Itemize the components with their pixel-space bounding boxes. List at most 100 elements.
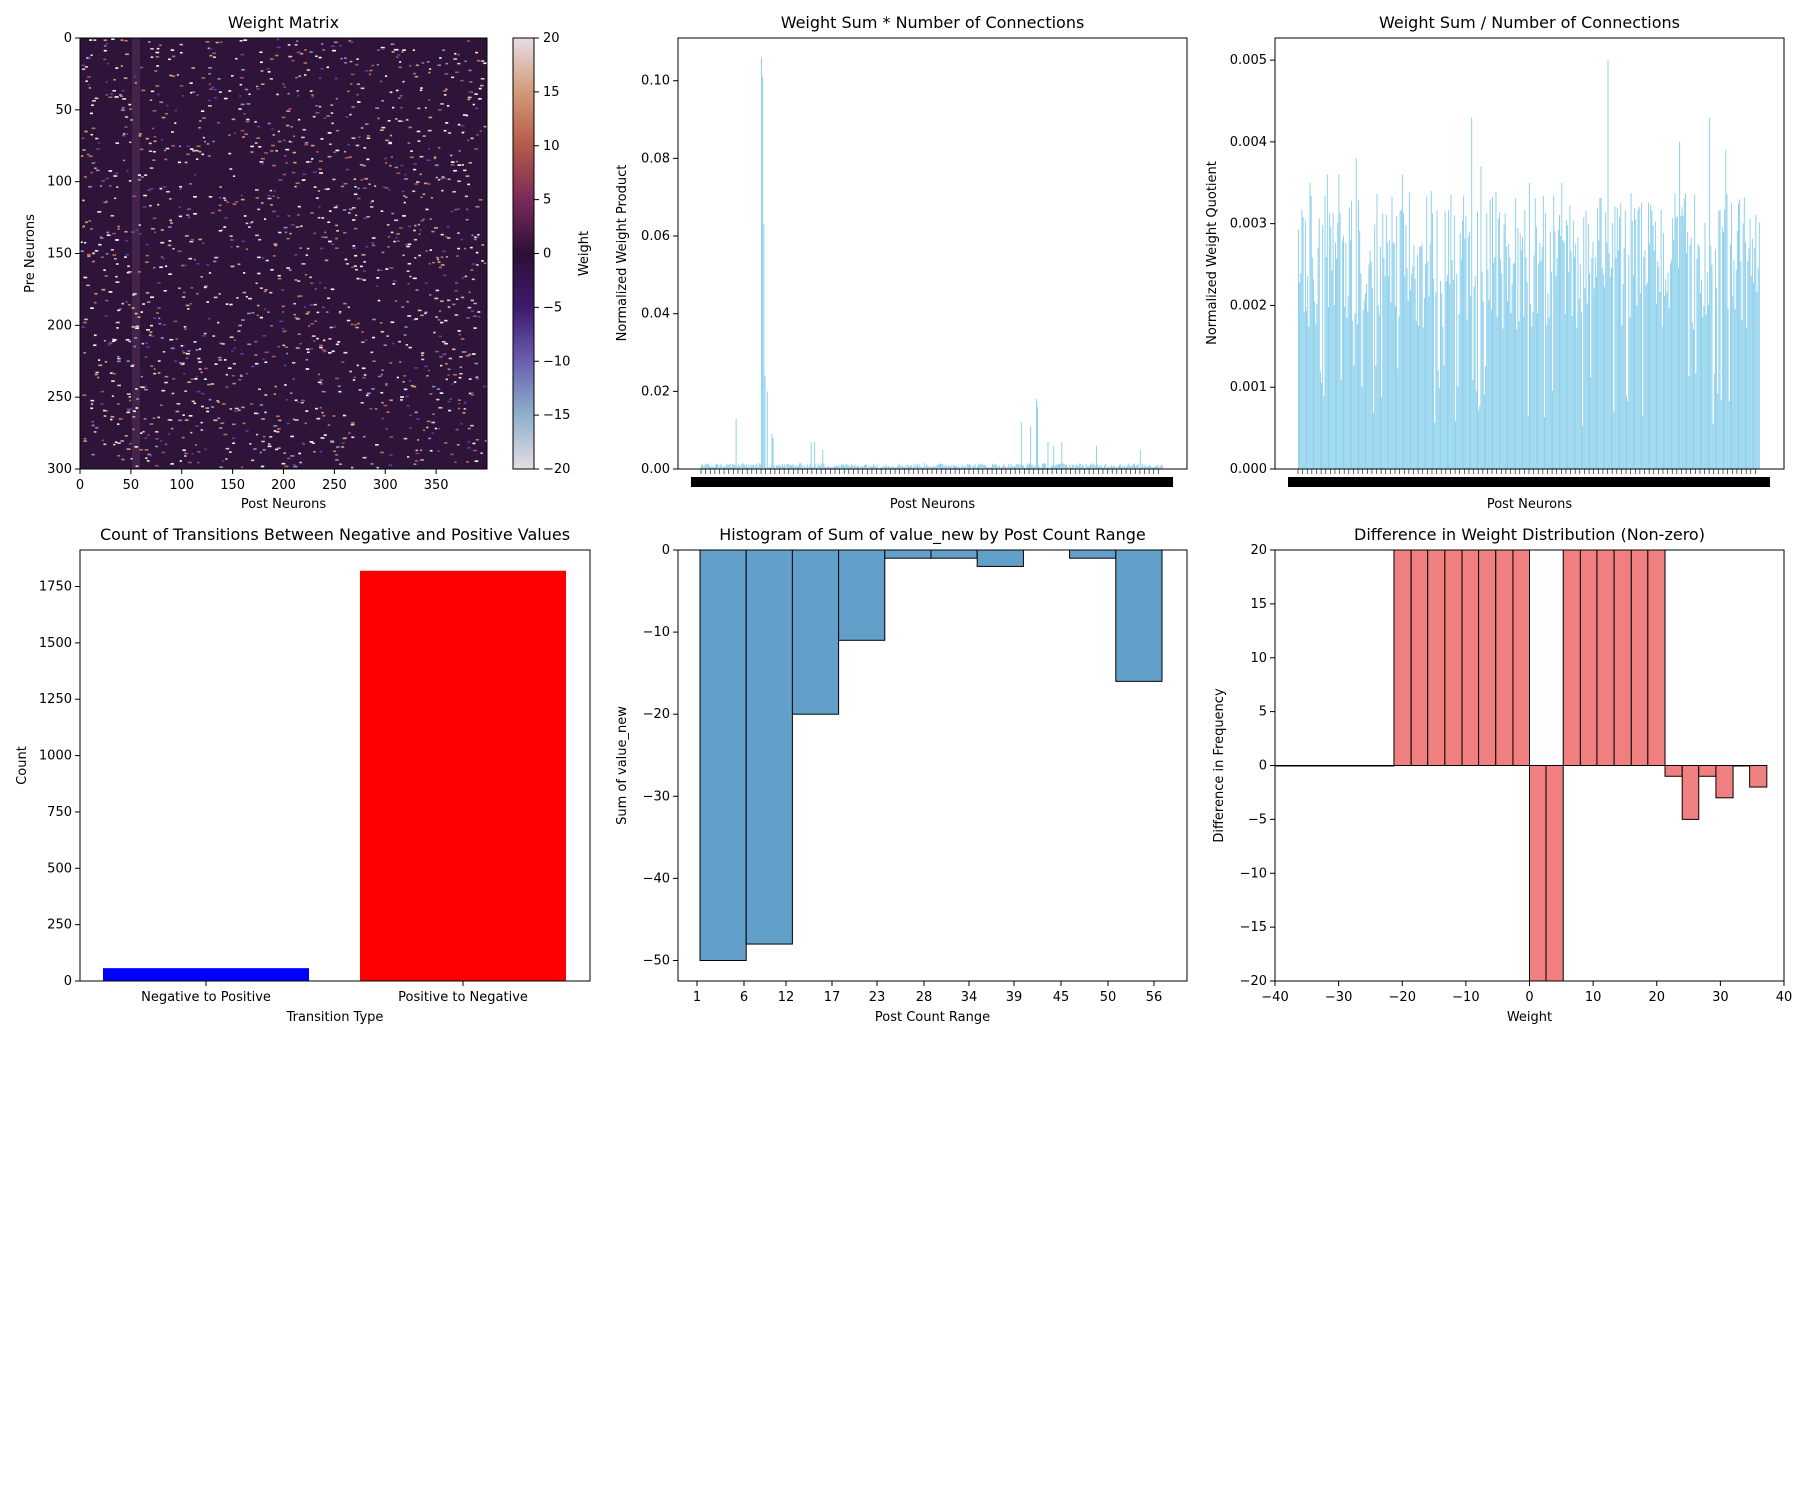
heatmap-cell bbox=[193, 212, 197, 215]
heatmap-cell bbox=[288, 108, 292, 110]
quotient-bar bbox=[1317, 248, 1319, 469]
weight-diff-bar bbox=[1325, 765, 1344, 767]
product-bar bbox=[1115, 466, 1117, 469]
product-bar bbox=[855, 466, 857, 469]
product-bar bbox=[1099, 466, 1101, 469]
heatmap-cell bbox=[284, 154, 287, 157]
product-bar bbox=[925, 467, 926, 469]
heatmap-cell bbox=[441, 176, 445, 178]
product-bar bbox=[1113, 465, 1115, 469]
heatmap-cell bbox=[421, 62, 425, 64]
product-bar bbox=[884, 466, 886, 469]
quotient-bar bbox=[1595, 276, 1597, 469]
colorbar-tick-label: 5 bbox=[543, 193, 551, 208]
heatmap-cell bbox=[438, 310, 442, 313]
heatmap-cell bbox=[293, 465, 298, 468]
heatmap-cell bbox=[204, 448, 207, 450]
heatmap-cell bbox=[103, 339, 106, 342]
quotient-bar bbox=[1638, 207, 1640, 469]
heatmap-cell bbox=[174, 109, 178, 112]
heatmap-cell bbox=[362, 376, 366, 379]
product-bar bbox=[802, 467, 804, 469]
product-bar bbox=[1048, 467, 1050, 469]
heatmap-cell bbox=[431, 230, 435, 233]
quotient-bar bbox=[1659, 292, 1661, 469]
quotient-bar bbox=[1572, 220, 1574, 469]
heatmap-cell bbox=[145, 457, 148, 460]
heatmap-cell bbox=[402, 80, 405, 83]
heatmap-cell bbox=[184, 161, 188, 164]
quotient-bar bbox=[1440, 280, 1441, 469]
heatmap-cell bbox=[93, 334, 97, 337]
heatmap-cell bbox=[317, 216, 321, 219]
heatmap-cell bbox=[452, 348, 456, 351]
heatmap-cell bbox=[402, 215, 406, 217]
heatmap-cell bbox=[349, 60, 353, 63]
product-bar bbox=[988, 466, 990, 469]
product-bar bbox=[763, 224, 765, 469]
weight-diff-bar bbox=[1342, 765, 1361, 767]
product-bar bbox=[1131, 465, 1133, 469]
product-bar bbox=[1032, 465, 1034, 469]
heatmap-cell bbox=[437, 64, 441, 67]
heatmap-x-tick-label: 50 bbox=[123, 478, 140, 493]
heatmap-cell bbox=[304, 143, 309, 146]
quotient-bar bbox=[1467, 237, 1469, 469]
heatmap-cell bbox=[112, 89, 116, 92]
quotient-bar bbox=[1306, 310, 1308, 469]
quotient-bar bbox=[1336, 258, 1338, 469]
heatmap-cell bbox=[349, 41, 354, 43]
heatmap-cell bbox=[422, 218, 425, 221]
product-bar bbox=[1092, 463, 1094, 469]
weight-diff-x-tick-label: 0 bbox=[1525, 990, 1533, 1005]
product-bar bbox=[938, 463, 940, 469]
quotient-bar bbox=[1324, 195, 1326, 469]
quotient-bar bbox=[1316, 303, 1318, 469]
heatmap-cell bbox=[467, 427, 471, 430]
heatmap-cell bbox=[323, 117, 327, 120]
heatmap-cell bbox=[305, 312, 309, 315]
heatmap-cell bbox=[237, 330, 241, 332]
heatmap-cell bbox=[343, 302, 347, 305]
value-new-x-tick-label: 6 bbox=[740, 990, 748, 1005]
quotient-bar bbox=[1622, 284, 1624, 469]
heatmap-cell bbox=[326, 66, 330, 69]
heatmap-cell bbox=[405, 119, 409, 121]
heatmap-cell bbox=[184, 419, 189, 421]
heatmap-cell bbox=[380, 48, 385, 50]
heatmap-cell bbox=[179, 188, 182, 190]
heatmap-cell bbox=[338, 310, 342, 313]
product-bar bbox=[995, 464, 997, 469]
quotient-bar bbox=[1418, 325, 1420, 469]
quotient-bar bbox=[1308, 326, 1310, 469]
quotient-bar bbox=[1636, 305, 1638, 469]
heatmap-cell bbox=[169, 338, 174, 341]
heatmap-cell bbox=[256, 412, 260, 415]
heatmap-cell bbox=[266, 68, 270, 70]
product-bar bbox=[779, 466, 781, 469]
heatmap-cell bbox=[115, 281, 120, 283]
product-bar bbox=[1052, 465, 1054, 469]
heatmap-cell bbox=[415, 289, 419, 291]
product-bar bbox=[863, 465, 865, 469]
quotient-bar bbox=[1441, 293, 1443, 469]
heatmap-cell bbox=[316, 311, 320, 314]
product-bar bbox=[854, 464, 856, 469]
heatmap-cell bbox=[276, 46, 281, 49]
heatmap-cell bbox=[283, 226, 288, 229]
quotient-bar bbox=[1412, 266, 1414, 469]
product-bar bbox=[841, 464, 843, 469]
heatmap-cell bbox=[284, 384, 287, 386]
heatmap-cell bbox=[185, 304, 190, 307]
heatmap-cell bbox=[170, 222, 173, 224]
quotient-bar bbox=[1459, 232, 1461, 469]
heatmap-x-tick-label: 0 bbox=[76, 478, 84, 493]
quotient-bar bbox=[1489, 199, 1491, 469]
heatmap-cell bbox=[90, 171, 94, 174]
heatmap-cell bbox=[297, 280, 301, 282]
heatmap-cell bbox=[380, 269, 383, 272]
quotient-bar bbox=[1408, 192, 1410, 469]
product-bar bbox=[1039, 466, 1041, 469]
heatmap-cell bbox=[114, 96, 119, 98]
heatmap-cell bbox=[396, 233, 401, 235]
